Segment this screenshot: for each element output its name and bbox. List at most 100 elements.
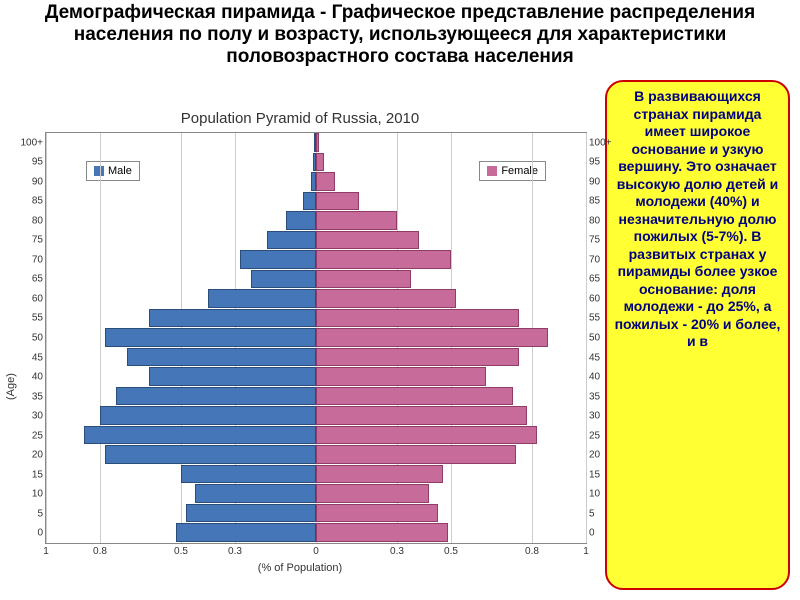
y-tick-left: 75: [32, 235, 46, 246]
male-bar: [267, 231, 316, 250]
male-bar: [286, 211, 316, 230]
age-bar-row: [46, 406, 586, 425]
age-bar-row: [46, 270, 586, 289]
y-tick-left: 80: [32, 215, 46, 226]
female-bar: [316, 231, 419, 250]
y-tick-left: 35: [32, 391, 46, 402]
female-bar: [316, 367, 486, 386]
y-tick-left: 15: [32, 469, 46, 480]
y-tick-left: 45: [32, 352, 46, 363]
y-tick-left: 85: [32, 196, 46, 207]
age-bar-row: [46, 465, 586, 484]
y-tick-right: 0: [586, 528, 595, 539]
male-bar: [149, 309, 316, 328]
male-bar: [105, 445, 316, 464]
y-tick-right: 5: [586, 508, 595, 519]
y-tick-right: 85: [586, 196, 600, 207]
age-bar-row: [46, 172, 586, 191]
content-wrap: Population Pyramid of Russia, 2010 (Age)…: [0, 110, 790, 590]
chart-plot: Male Female 10.80.50.300.30.50.810055101…: [45, 132, 587, 544]
age-bar-row: [46, 484, 586, 503]
y-tick-right: 65: [586, 274, 600, 285]
y-tick-right: 25: [586, 430, 600, 441]
age-bar-row: [46, 153, 586, 172]
age-bar-row: [46, 192, 586, 211]
y-tick-left: 40: [32, 372, 46, 383]
y-tick-left: 65: [32, 274, 46, 285]
y-tick-left: 20: [32, 450, 46, 461]
male-bar: [176, 523, 316, 542]
age-bar-row: [46, 328, 586, 347]
y-tick-left: 25: [32, 430, 46, 441]
age-bar-row: [46, 289, 586, 308]
female-bar: [316, 504, 438, 523]
male-bar: [195, 484, 317, 503]
male-bar: [186, 504, 316, 523]
female-bar: [316, 406, 527, 425]
male-bar: [84, 426, 316, 445]
y-tick-left: 10: [32, 489, 46, 500]
female-bar: [316, 426, 537, 445]
age-bar-row: [46, 250, 586, 269]
female-bar: [316, 348, 519, 367]
female-bar: [316, 289, 456, 308]
x-tick-label: 0.3: [228, 543, 242, 557]
male-bar: [251, 270, 316, 289]
y-tick-right: 10: [586, 489, 600, 500]
info-callout: В развивающихся странах пирамида имеет ш…: [605, 80, 790, 590]
age-bar-row: [46, 504, 586, 523]
age-bar-row: [46, 133, 586, 152]
age-bar-row: [46, 211, 586, 230]
age-bar-row: [46, 309, 586, 328]
female-bar: [316, 484, 429, 503]
y-tick-right: 20: [586, 450, 600, 461]
y-tick-right: 55: [586, 313, 600, 324]
y-tick-left: 50: [32, 333, 46, 344]
x-tick-label: 0.8: [525, 543, 539, 557]
female-bar: [316, 465, 443, 484]
y-tick-left: 5: [37, 508, 46, 519]
population-pyramid-chart: Population Pyramid of Russia, 2010 (Age)…: [0, 110, 600, 590]
y-tick-right: 50: [586, 333, 600, 344]
x-tick-label: 0: [313, 543, 319, 557]
page-title: Демографическая пирамида - Графическое п…: [0, 0, 800, 68]
male-bar: [116, 387, 316, 406]
y-tick-right: 100+: [586, 137, 612, 148]
x-tick-label: 0.3: [390, 543, 404, 557]
y-tick-right: 40: [586, 372, 600, 383]
female-bar: [316, 211, 397, 230]
x-tick-label: 1: [43, 543, 49, 557]
y-tick-right: 30: [586, 411, 600, 422]
y-tick-right: 95: [586, 157, 600, 168]
female-bar: [316, 387, 513, 406]
age-bar-row: [46, 445, 586, 464]
x-tick-label: 1: [583, 543, 589, 557]
male-bar: [100, 406, 316, 425]
female-bar: [316, 250, 451, 269]
age-bar-row: [46, 523, 586, 542]
y-tick-right: 45: [586, 352, 600, 363]
male-bar: [105, 328, 316, 347]
y-tick-left: 30: [32, 411, 46, 422]
y-tick-left: 70: [32, 254, 46, 265]
male-bar: [127, 348, 316, 367]
y-tick-right: 75: [586, 235, 600, 246]
y-tick-left: 55: [32, 313, 46, 324]
y-axis-label: (Age): [5, 373, 17, 400]
y-tick-left: 0: [37, 528, 46, 539]
age-bar-row: [46, 426, 586, 445]
female-bar: [316, 153, 324, 172]
male-bar: [149, 367, 316, 386]
y-tick-right: 60: [586, 293, 600, 304]
chart-title: Population Pyramid of Russia, 2010: [0, 110, 600, 127]
male-bar: [208, 289, 316, 308]
y-tick-left: 100+: [20, 137, 46, 148]
male-bar: [240, 250, 316, 269]
female-bar: [316, 133, 319, 152]
y-tick-right: 80: [586, 215, 600, 226]
female-bar: [316, 270, 411, 289]
male-bar: [181, 465, 316, 484]
age-bar-row: [46, 387, 586, 406]
y-tick-right: 15: [586, 469, 600, 480]
age-bar-row: [46, 231, 586, 250]
